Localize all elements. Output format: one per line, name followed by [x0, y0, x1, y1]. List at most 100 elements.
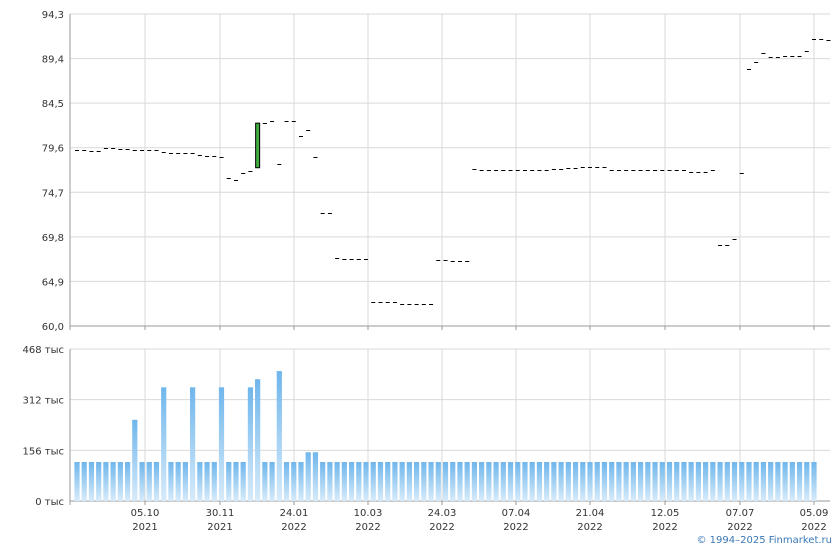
price-tick-label: 60,0 — [42, 322, 64, 333]
volume-bar — [211, 462, 217, 501]
volume-bar — [580, 462, 586, 501]
volume-bar — [703, 462, 709, 501]
volume-bar — [637, 462, 644, 501]
volume-bar — [139, 462, 145, 501]
volume-bar — [153, 462, 160, 501]
volume-bar — [775, 462, 781, 501]
x-tick-date: 10.03 — [354, 508, 383, 519]
volume-bar — [161, 387, 167, 501]
volume-tick-label: 312 тыс — [23, 396, 64, 407]
price-tick-label: 74,7 — [42, 188, 64, 199]
volume-bar — [450, 462, 456, 501]
volume-bar — [320, 462, 326, 501]
volume-bar — [789, 462, 795, 501]
volume-bar — [175, 462, 181, 501]
volume-bar — [74, 462, 80, 501]
volume-bar — [81, 462, 87, 501]
volume-bar — [659, 462, 665, 501]
price-tick-label: 64,9 — [42, 277, 64, 288]
volume-bar — [103, 462, 109, 501]
volume-bar — [262, 462, 268, 501]
x-tick-year: 2021 — [132, 522, 157, 533]
volume-bar — [146, 462, 152, 501]
x-tick-year: 2022 — [801, 522, 826, 533]
volume-tick-label: 156 тыс — [23, 446, 64, 457]
volume-bar — [341, 462, 347, 501]
volume-bar — [666, 462, 673, 501]
x-tick-date: 05.09 — [800, 508, 829, 519]
volume-bar — [515, 462, 521, 501]
volume-bar — [811, 462, 817, 501]
volume-bar — [594, 462, 600, 501]
volume-bar — [190, 387, 196, 501]
volume-bar — [312, 452, 319, 501]
volume-bar — [247, 387, 254, 501]
volume-bar — [283, 462, 290, 501]
volume-series — [74, 371, 817, 501]
volume-bar — [197, 462, 203, 501]
x-tick-year: 2022 — [503, 522, 528, 533]
volume-bar — [464, 462, 470, 501]
volume-bar — [731, 462, 738, 501]
x-tick-date: 21.04 — [576, 508, 605, 519]
volume-bar — [630, 462, 636, 501]
price-tick-label: 69,8 — [42, 233, 64, 244]
volume-bar — [645, 462, 651, 501]
volume-bar — [334, 462, 340, 501]
x-tick-year: 2022 — [355, 522, 380, 533]
x-tick-year: 2021 — [207, 522, 232, 533]
volume-bar — [421, 462, 427, 501]
volume-bar — [522, 462, 528, 501]
volume-bar — [796, 462, 803, 501]
volume-bar — [681, 462, 687, 501]
volume-bar — [124, 462, 131, 501]
volume-tick-label: 468 тыс — [23, 345, 64, 356]
volume-bar — [710, 462, 716, 501]
volume-bar — [536, 462, 543, 501]
volume-bar — [601, 462, 608, 501]
volume-bar — [717, 462, 723, 501]
volume-bar — [413, 462, 420, 501]
x-tick-date: 24.03 — [428, 508, 457, 519]
x-tick-date: 07.04 — [502, 508, 531, 519]
volume-bar — [392, 462, 398, 501]
volume-bar — [298, 462, 304, 501]
volume-bar — [377, 462, 384, 501]
volume-bar — [218, 387, 225, 501]
volume-bar — [616, 462, 622, 501]
volume-bar — [370, 462, 376, 501]
x-axis: 05.10 2021 30.11 2021 24.01 2022 10.03 2022 24.0… — [131, 508, 829, 533]
volume-bar — [457, 462, 463, 501]
price-tick-label: 89,4 — [42, 55, 64, 66]
x-tick-date: 05.10 — [131, 508, 160, 519]
volume-bar — [442, 462, 449, 501]
x-tick-year: 2022 — [727, 522, 752, 533]
price-tick-label: 84,5 — [42, 99, 64, 110]
price-series — [75, 39, 831, 305]
volume-bar — [760, 462, 767, 501]
volume-bar — [753, 462, 759, 501]
copyright[interactable]: © 1994–2025 Finmarket.ru — [696, 535, 832, 546]
x-tick-year: 2022 — [429, 522, 454, 533]
volume-bar — [291, 462, 297, 501]
volume-bar — [768, 462, 774, 501]
volume-bar — [348, 462, 355, 501]
volume-bar — [406, 462, 412, 501]
volume-bar — [493, 462, 499, 501]
volume-bar — [88, 462, 95, 501]
price-axis: 94,3 89,4 84,5 79,6 74,7 69,8 64,9 60,0 — [42, 10, 64, 333]
volume-bar — [240, 462, 246, 501]
volume-bar — [623, 462, 629, 501]
volume-bar — [724, 462, 730, 501]
volume-bar — [117, 462, 123, 501]
x-tick-date: 12.05 — [651, 508, 680, 519]
volume-bar — [305, 452, 311, 501]
volume-bar — [674, 462, 680, 501]
volume-bar — [233, 462, 239, 501]
volume-bar — [782, 462, 788, 501]
volume-bar — [471, 462, 478, 501]
volume-bar — [168, 462, 174, 501]
volume-bar — [399, 462, 405, 501]
volume-bar — [110, 462, 116, 501]
